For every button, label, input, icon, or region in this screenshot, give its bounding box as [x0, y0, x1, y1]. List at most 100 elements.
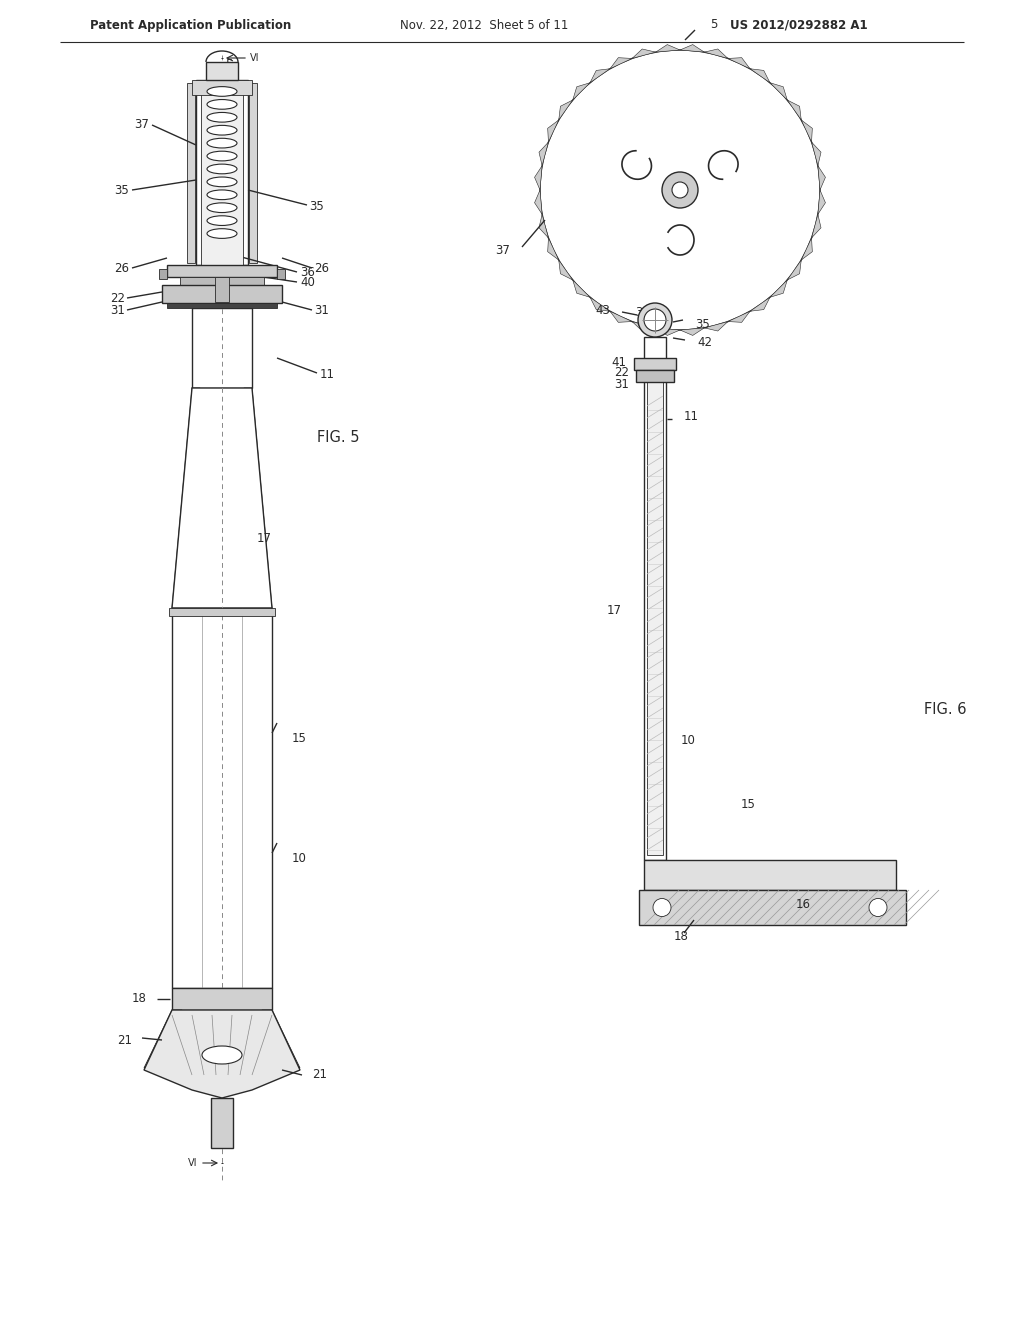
Polygon shape	[590, 297, 610, 312]
Polygon shape	[144, 1010, 182, 1068]
Bar	[634, 358, 676, 370]
Bar	[211, 1098, 233, 1148]
Text: 11: 11	[319, 367, 335, 380]
Circle shape	[672, 182, 688, 198]
Polygon shape	[812, 143, 821, 166]
Polygon shape	[548, 120, 559, 143]
Circle shape	[638, 304, 672, 337]
Circle shape	[869, 899, 887, 916]
Text: 37: 37	[134, 119, 150, 132]
Polygon shape	[728, 312, 750, 322]
Text: 35: 35	[695, 318, 710, 331]
Polygon shape	[812, 214, 821, 238]
Polygon shape	[818, 166, 825, 190]
Text: 36: 36	[635, 305, 650, 318]
Text: 10: 10	[292, 851, 307, 865]
Bar	[180, 277, 264, 285]
Text: 31: 31	[111, 305, 125, 318]
Polygon shape	[559, 260, 572, 280]
Ellipse shape	[202, 1045, 242, 1064]
Bar	[159, 269, 167, 279]
Polygon shape	[787, 100, 801, 120]
Polygon shape	[801, 238, 812, 260]
Text: 35: 35	[115, 183, 129, 197]
Text: 15: 15	[741, 799, 756, 812]
Bar	[193, 81, 252, 95]
Text: 22: 22	[614, 366, 629, 379]
Bar	[167, 304, 278, 308]
Bar	[196, 81, 248, 265]
Polygon shape	[262, 1010, 300, 1068]
Bar	[647, 381, 663, 855]
Ellipse shape	[207, 190, 237, 199]
Polygon shape	[680, 327, 705, 335]
Polygon shape	[705, 49, 728, 58]
Bar	[169, 609, 275, 616]
Text: 21: 21	[312, 1068, 327, 1081]
Bar	[206, 62, 238, 81]
Text: 22: 22	[110, 293, 125, 305]
Polygon shape	[750, 69, 770, 83]
Text: 15: 15	[292, 731, 307, 744]
Polygon shape	[172, 388, 200, 609]
Ellipse shape	[207, 112, 237, 123]
Text: 18: 18	[674, 931, 689, 944]
Text: 43: 43	[595, 304, 610, 317]
Polygon shape	[144, 1010, 300, 1098]
Ellipse shape	[207, 164, 237, 174]
Text: 42: 42	[697, 335, 712, 348]
Bar	[172, 609, 272, 987]
Polygon shape	[632, 322, 655, 331]
Bar	[172, 987, 272, 1010]
Polygon shape	[539, 214, 549, 238]
Circle shape	[653, 899, 671, 916]
Polygon shape	[539, 143, 549, 166]
Ellipse shape	[207, 152, 237, 161]
Polygon shape	[548, 238, 559, 260]
Polygon shape	[655, 327, 680, 335]
Text: 36: 36	[300, 267, 314, 280]
Text: FIG. 5: FIG. 5	[317, 430, 359, 446]
Polygon shape	[244, 388, 272, 609]
Text: Patent Application Publication: Patent Application Publication	[90, 18, 291, 32]
Text: 5: 5	[710, 18, 718, 32]
Ellipse shape	[207, 99, 237, 110]
Polygon shape	[535, 190, 542, 214]
Text: FIG. 6: FIG. 6	[924, 702, 967, 718]
Text: 18: 18	[132, 993, 147, 1006]
Polygon shape	[705, 322, 728, 331]
Text: 37: 37	[496, 243, 510, 256]
Bar	[644, 337, 666, 861]
Text: 26: 26	[314, 263, 329, 276]
Text: 17: 17	[607, 603, 622, 616]
Text: VI: VI	[187, 1158, 197, 1168]
Polygon shape	[632, 49, 655, 58]
Bar	[187, 83, 195, 263]
Text: 10: 10	[681, 734, 696, 747]
Bar	[639, 890, 906, 925]
Polygon shape	[535, 166, 542, 190]
Text: Nov. 22, 2012  Sheet 5 of 11: Nov. 22, 2012 Sheet 5 of 11	[400, 18, 568, 32]
Bar	[644, 861, 896, 890]
Polygon shape	[559, 100, 572, 120]
Bar	[215, 277, 229, 302]
Circle shape	[662, 172, 698, 209]
Polygon shape	[172, 388, 272, 609]
Text: 40: 40	[300, 276, 314, 289]
Text: 21: 21	[117, 1034, 132, 1047]
Ellipse shape	[207, 215, 237, 226]
Text: 17: 17	[257, 532, 272, 544]
Text: 31: 31	[614, 378, 629, 391]
Text: 41: 41	[611, 355, 626, 368]
Polygon shape	[572, 83, 590, 100]
Polygon shape	[680, 45, 705, 51]
Polygon shape	[750, 297, 770, 312]
Ellipse shape	[207, 228, 237, 239]
Polygon shape	[770, 280, 787, 297]
Ellipse shape	[207, 177, 237, 186]
Polygon shape	[728, 58, 750, 69]
Bar	[639, 890, 906, 925]
Bar	[167, 265, 278, 277]
Text: 11: 11	[684, 411, 699, 424]
Text: US 2012/0292882 A1: US 2012/0292882 A1	[730, 18, 867, 32]
